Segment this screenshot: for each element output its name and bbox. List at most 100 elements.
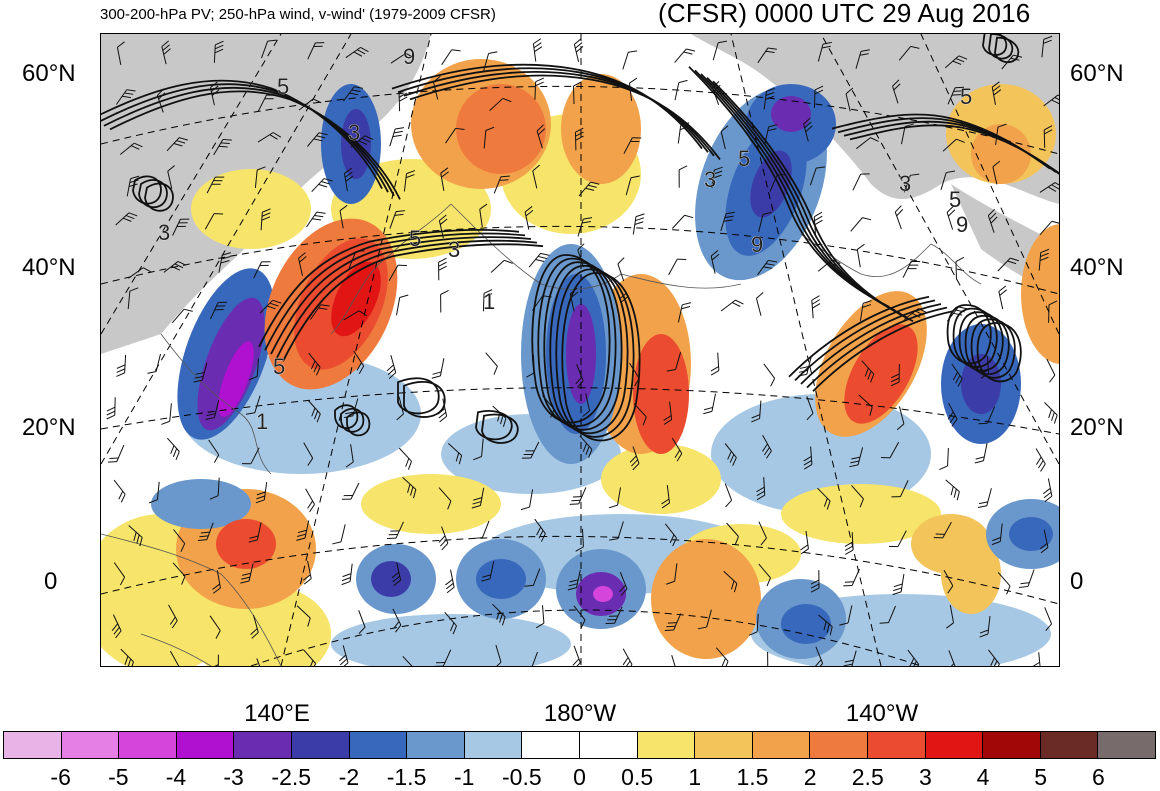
wind-barb-flag xyxy=(979,500,988,506)
wind-barb-flag xyxy=(117,364,125,368)
wind-barb-flag xyxy=(609,504,618,509)
contour-value-label: 3 xyxy=(899,171,911,196)
wind-barb xyxy=(332,523,345,546)
wind-barb-staff xyxy=(718,353,719,371)
wind-barb-flag xyxy=(862,215,871,223)
colorbar-tick-label: -2 xyxy=(339,764,359,791)
wind-barb-staff xyxy=(1044,130,1045,148)
wind-barb xyxy=(975,441,987,464)
wind-barb-staff xyxy=(399,93,400,111)
wind-barb-flag xyxy=(433,370,442,375)
wind-barb-flag xyxy=(439,262,447,266)
wind-barb-staff xyxy=(672,215,684,228)
colorbar-box xyxy=(695,732,753,758)
contour-value-label: 3 xyxy=(448,237,460,262)
colorbar-box xyxy=(1041,732,1099,758)
wind-barb-staff xyxy=(852,569,859,585)
colorbar-box xyxy=(638,732,696,758)
wind-barb-flag xyxy=(703,410,712,415)
wind-barb-flag xyxy=(438,258,446,262)
wind-barb-staff xyxy=(1045,607,1052,624)
colorbar-tick-label: -0.5 xyxy=(502,764,542,791)
colorbar-box xyxy=(4,732,62,758)
wind-barb xyxy=(710,353,719,375)
wind-barb xyxy=(1029,449,1047,472)
contour-value-label: 5 xyxy=(273,354,285,379)
wind-barb-staff xyxy=(1036,449,1045,464)
wind-barb-flag xyxy=(521,506,530,511)
colorbar-tick-label: -3 xyxy=(223,764,243,791)
wind-barb-flag xyxy=(570,501,579,508)
wind-barb-flag xyxy=(398,262,407,269)
contour-value-label: 5 xyxy=(949,187,961,212)
wind-barb-staff xyxy=(678,126,680,144)
wind-barb-staff xyxy=(442,50,452,65)
wind-barb-flag xyxy=(617,258,626,264)
pv-anomaly-patch xyxy=(216,519,276,569)
wind-barb-staff xyxy=(956,262,957,280)
wind-barb xyxy=(760,652,768,666)
wind-barb-flag xyxy=(681,305,690,311)
wind-barb xyxy=(161,438,182,460)
wind-barb-flag xyxy=(628,48,637,54)
colorbar-box xyxy=(234,732,292,758)
wind-barb-staff xyxy=(491,260,504,272)
colorbar-box xyxy=(522,732,580,758)
pv-anomaly-patch xyxy=(361,474,501,534)
wind-barb xyxy=(533,39,544,62)
wind-barb-staff xyxy=(948,448,949,466)
wind-barb xyxy=(1019,567,1034,590)
wind-barb-flag xyxy=(387,535,396,542)
wind-barb-flag xyxy=(845,550,853,554)
colorbar-box xyxy=(868,732,926,758)
wind-barb xyxy=(664,655,678,666)
pv-anomaly-patch xyxy=(633,334,689,454)
contour-value-label: 3 xyxy=(158,220,170,245)
wind-barb-flag xyxy=(441,290,449,294)
wind-barb-flag xyxy=(1048,375,1057,382)
map-subtitle: 300-200-hPa PV; 250-hPa wind, v-wind' (1… xyxy=(100,6,496,23)
wind-barb-flag xyxy=(342,577,350,582)
wind-barb xyxy=(894,206,909,229)
wind-barb xyxy=(721,298,743,318)
wind-barb-staff xyxy=(350,564,352,582)
colorbar-tick-label: 1.5 xyxy=(736,764,768,791)
wind-barb-flag xyxy=(679,79,688,85)
lat-label-20n-right: 20°N xyxy=(1070,414,1124,442)
colorbar-tick-label: 1 xyxy=(688,764,701,791)
wind-barb-flag xyxy=(332,540,341,546)
pv-anomaly-patch xyxy=(601,444,721,514)
colorbar-box xyxy=(753,732,811,758)
wind-barb-flag xyxy=(843,582,852,589)
wind-barb-staff xyxy=(170,403,172,421)
wind-barb xyxy=(443,570,455,593)
wind-barb xyxy=(393,448,414,470)
wind-barb-staff xyxy=(117,445,124,462)
lat-label-40n-left: 40°N xyxy=(22,254,76,282)
colorbar-box xyxy=(465,732,523,758)
wind-barb-flag xyxy=(161,420,169,425)
lat-label-60n-right: 60°N xyxy=(1070,60,1124,88)
pv-anomaly-patch xyxy=(771,96,811,132)
pv-anomaly-patch xyxy=(191,169,311,249)
wind-barb-staff xyxy=(669,259,678,275)
coastline xyxy=(801,234,931,277)
wind-barb-flag xyxy=(536,78,544,82)
lat-label-40n-right: 40°N xyxy=(1070,254,1124,282)
wind-barb-flag xyxy=(107,415,115,419)
wind-barb xyxy=(843,566,859,589)
colorbar-tick-label: 5 xyxy=(1034,764,1047,791)
wind-barb xyxy=(998,286,1011,309)
wind-barb-flag xyxy=(768,378,777,386)
colorbar-tick-label: -6 xyxy=(50,764,70,791)
wind-barb-staff xyxy=(721,300,735,311)
wind-barb-flag xyxy=(262,258,271,265)
wind-barb-flag xyxy=(635,217,644,222)
lat-label-60n-left: 60°N xyxy=(22,60,76,88)
wind-barb-flag xyxy=(635,221,644,226)
colorbar-tick-label: 0.5 xyxy=(621,764,653,791)
wind-barb xyxy=(432,357,444,380)
contour-value-label: 5 xyxy=(277,74,289,99)
colorbar-box xyxy=(810,732,868,758)
wind-barb-flag xyxy=(1032,662,1040,666)
